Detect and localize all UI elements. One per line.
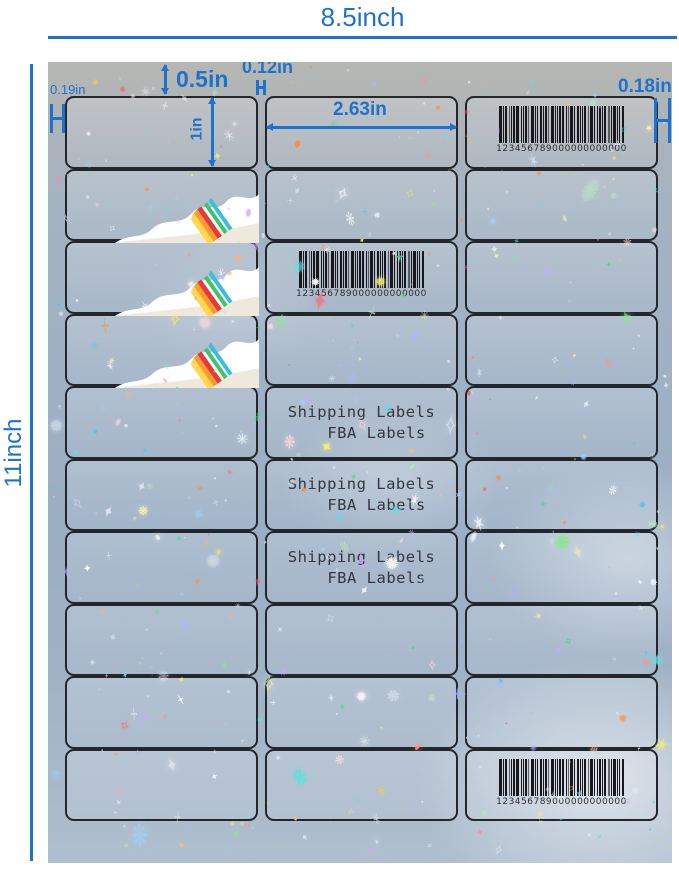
label-grid: 123456789000000000000 1234567890000000000… bbox=[48, 62, 672, 863]
label-cell-r6c2: Shipping Labels FBA Labels bbox=[265, 458, 458, 531]
label-cell-r10c3: 123456789000000000000 bbox=[465, 748, 658, 821]
label-cell-r8c1 bbox=[65, 603, 258, 676]
height-dimension-line bbox=[30, 64, 33, 861]
label-cell-r2c2 bbox=[265, 168, 458, 241]
barcode: 123456789000000000000 bbox=[484, 106, 640, 154]
label-cell-r9c2 bbox=[265, 676, 458, 749]
shipping-label-text: Shipping Labels FBA Labels bbox=[267, 533, 456, 602]
barcode-bars bbox=[484, 758, 640, 796]
sheet-height-label: 11inch bbox=[0, 418, 27, 488]
shipping-label-text: Shipping Labels FBA Labels bbox=[267, 461, 456, 530]
peeling-corner bbox=[109, 169, 259, 260]
label-cell-r4c2 bbox=[265, 313, 458, 386]
label-cell-r1c1 bbox=[65, 96, 258, 169]
label-cell-r9c3 bbox=[465, 676, 658, 749]
label-cell-r1c2 bbox=[265, 96, 458, 169]
label-cell-r10c2 bbox=[265, 748, 458, 821]
label-cell-r5c3 bbox=[465, 386, 658, 459]
barcode-bars bbox=[284, 251, 440, 288]
label-cell-r5c2: Shipping Labels FBA Labels bbox=[265, 386, 458, 459]
barcode-number: 123456789000000000000 bbox=[496, 144, 627, 154]
label-cell-r3c3 bbox=[465, 241, 658, 314]
label-cell-r2c1 bbox=[65, 168, 259, 260]
peeling-corner bbox=[109, 314, 259, 405]
shipping-text-line1: Shipping Labels bbox=[287, 475, 436, 494]
barcode: 123456789000000000000 bbox=[284, 251, 440, 299]
shipping-label-text: Shipping Labels FBA Labels bbox=[267, 388, 456, 457]
shipping-text-line2: FBA Labels bbox=[327, 496, 426, 515]
barcode-number: 123456789000000000000 bbox=[296, 289, 427, 299]
barcode-bars bbox=[484, 106, 640, 143]
label-cell-r5c1 bbox=[65, 386, 258, 459]
shipping-text-line2: FBA Labels bbox=[327, 423, 426, 442]
label-cell-r3c1 bbox=[65, 241, 259, 333]
sheet-width-label: 8.5inch bbox=[320, 2, 405, 32]
shipping-text-line1: Shipping Labels bbox=[287, 402, 436, 421]
label-cell-r8c3 bbox=[465, 603, 658, 676]
label-cell-r6c3 bbox=[465, 458, 658, 531]
label-cell-r1c3: 123456789000000000000 bbox=[465, 96, 658, 169]
label-cell-r2c3 bbox=[465, 168, 658, 241]
label-sheet: 123456789000000000000 1234567890000000000… bbox=[48, 62, 672, 863]
label-cell-r8c2 bbox=[265, 603, 458, 676]
label-cell-r4c3 bbox=[465, 313, 658, 386]
shipping-text-line2: FBA Labels bbox=[327, 568, 426, 587]
shipping-text-line1: Shipping Labels bbox=[287, 547, 436, 566]
width-dimension-line bbox=[48, 36, 677, 39]
label-cell-r4c1 bbox=[65, 313, 259, 405]
label-cell-r3c2: 123456789000000000000 bbox=[265, 241, 458, 314]
label-cell-r6c1 bbox=[65, 458, 258, 531]
label-cell-r7c3 bbox=[465, 531, 658, 604]
label-cell-r10c1 bbox=[65, 748, 258, 821]
barcode-number: 123456789000000000000 bbox=[496, 796, 627, 807]
barcode: 123456789000000000000 bbox=[484, 758, 640, 807]
label-cell-r7c2: Shipping Labels FBA Labels bbox=[265, 531, 458, 604]
label-cell-r9c1 bbox=[65, 676, 258, 749]
label-cell-r7c1 bbox=[65, 531, 258, 604]
peeling-corner bbox=[109, 241, 259, 333]
